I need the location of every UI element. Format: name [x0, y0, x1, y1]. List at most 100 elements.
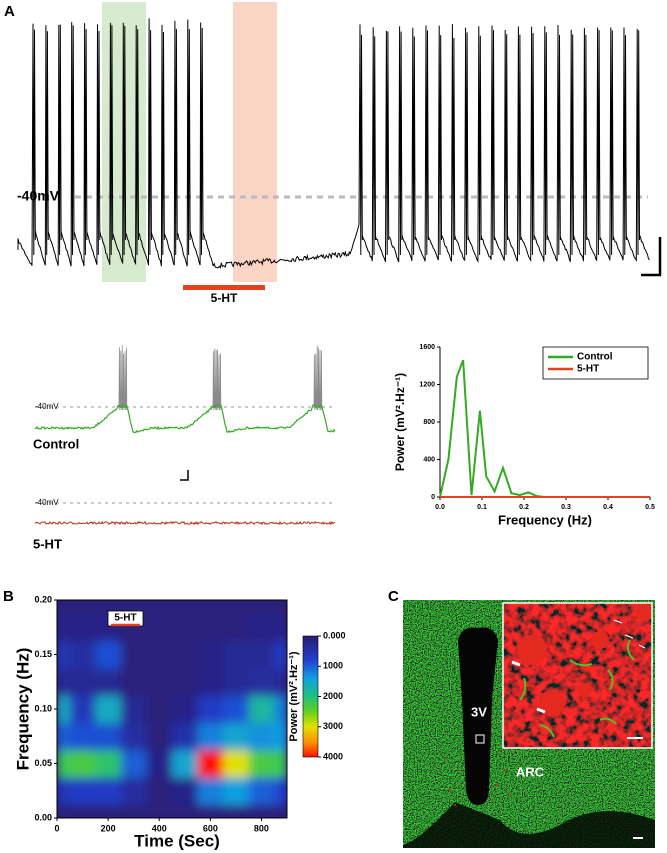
heat-cell: [120, 749, 147, 778]
heat-cell: [69, 600, 96, 615]
x-tick-label: 200: [101, 823, 116, 833]
heat-cell: [172, 804, 199, 818]
heat-cell: [146, 722, 173, 751]
spectrogram-chart: 0 200 400 600 800 0.00 0.05 0.10 0.15 0.20 Time (S…: [13, 594, 345, 850]
heat-cell: [57, 640, 71, 669]
heat-cell: [248, 695, 275, 724]
heat-cell: [172, 640, 199, 669]
heat-cell: [69, 749, 96, 778]
heat-cell: [146, 600, 173, 615]
heat-cell: [146, 777, 173, 805]
holding-label: -40mV: [35, 402, 59, 411]
heat-cell: [69, 695, 96, 724]
heat-cell: [197, 695, 224, 724]
holding-label: -40mV: [35, 498, 59, 507]
heat-cell: [197, 804, 224, 818]
y-axis-label: Power (mV².Hz⁻¹): [393, 373, 407, 471]
inset-frame: [502, 602, 653, 749]
x-axis-label: Time (Sec): [134, 831, 220, 850]
heat-cell: [223, 722, 250, 751]
heat-cell: [69, 668, 96, 696]
heat-cell: [57, 600, 71, 615]
panel-a: A -40mV 5-HT -40mV Control -40mV 5-HT: [4, 2, 662, 551]
heat-cell: [120, 804, 147, 818]
series-line: [439, 359, 650, 498]
scale-bar: [641, 237, 662, 277]
heat-cell: [274, 695, 287, 724]
heat-cell: [172, 777, 199, 805]
y-tick-label: 0.00: [34, 812, 52, 822]
y-tick-label: 0.20: [34, 594, 52, 604]
heat-cell: [172, 749, 199, 778]
heat-cell: [223, 613, 250, 642]
panel-label: C: [388, 588, 399, 605]
heat-cell: [69, 804, 96, 818]
heat-cell: [197, 640, 224, 669]
heat-cell: [197, 668, 224, 696]
heat-cell: [95, 777, 122, 805]
heat-cell: [57, 668, 71, 696]
ventricle: [458, 627, 498, 805]
trace-label: 5-HT: [33, 536, 62, 551]
heat-cell: [274, 777, 287, 805]
region-label: 3V: [471, 704, 487, 719]
heat-cell: [197, 600, 224, 615]
heat-cell: [223, 668, 250, 696]
scale-bar: [180, 470, 189, 481]
drug-trace: [34, 520, 336, 526]
voltage-trace: [17, 18, 650, 269]
colorbar-tick-label: 1000: [323, 661, 343, 671]
heat-cell: [248, 613, 275, 642]
trace-label: Control: [33, 436, 79, 451]
heat-cell: [274, 613, 287, 642]
heat-cell: [274, 668, 287, 696]
colorbar-tick-label: 2000: [323, 691, 343, 701]
y-tick-label: 1600: [419, 344, 435, 351]
heat-cell: [172, 722, 199, 751]
heat-cell: [223, 777, 250, 805]
heat-cell: [274, 640, 287, 669]
heat-cell: [197, 613, 224, 642]
heat-cell: [95, 749, 122, 778]
colorbar: [302, 635, 319, 758]
control-trace: [34, 403, 336, 434]
colorbar-tick-label: 0.000: [323, 630, 346, 640]
heat-cell: [69, 613, 96, 642]
heat-cell: [146, 668, 173, 696]
y-tick-label: 0: [431, 494, 435, 501]
heat-cell: [95, 600, 122, 615]
x-tick-label: 0.1: [477, 504, 487, 511]
drug-bar-label: 5-HT: [211, 291, 238, 305]
heat-cell: [248, 640, 275, 669]
heat-cell: [57, 695, 71, 724]
heat-cell: [248, 600, 275, 615]
heat-cell: [120, 777, 147, 805]
panel-label: A: [4, 3, 15, 20]
drug-bar: [183, 285, 265, 290]
heat-cell: [120, 722, 147, 751]
inset: [503, 603, 652, 748]
arc-neurons: [446, 754, 512, 807]
heat-cell: [248, 668, 275, 696]
heat-cell: [69, 722, 96, 751]
holding-label: -40mV: [17, 188, 60, 204]
heat-cell: [95, 640, 122, 669]
heat-cell: [146, 804, 173, 818]
heat-cell: [57, 722, 71, 751]
heat-cell: [223, 749, 250, 778]
heat-cell: [172, 600, 199, 615]
y-tick-label: 0.05: [34, 758, 52, 768]
y-tick-label: 1200: [419, 381, 435, 388]
heat-cell: [248, 749, 275, 778]
heat-cell: [120, 600, 147, 615]
y-tick-label: 0.10: [34, 703, 52, 713]
heat-cell: [95, 722, 122, 751]
y-tick-label: 800: [423, 419, 435, 426]
heat-cell: [69, 777, 96, 805]
heat-cell: [146, 749, 173, 778]
heat-cell: [146, 613, 173, 642]
heat-cell: [57, 613, 71, 642]
heat-cell: [57, 749, 71, 778]
heat-cell: [57, 804, 71, 818]
x-tick-label: 600: [203, 823, 218, 833]
